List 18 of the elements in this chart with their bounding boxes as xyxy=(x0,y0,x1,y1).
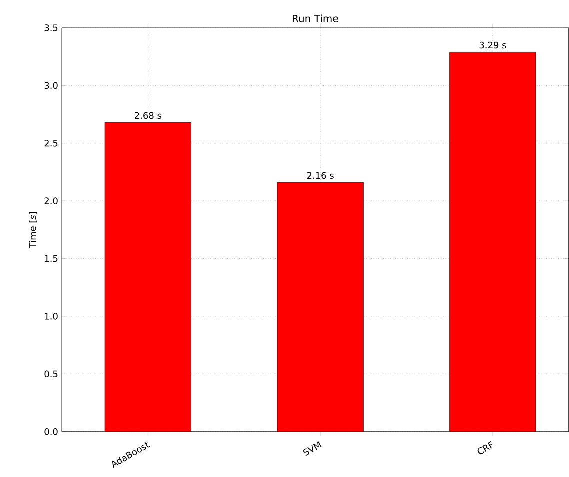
y-tick-label: 2.0 xyxy=(44,198,58,205)
data-label: 2.68 s xyxy=(135,112,162,120)
bar xyxy=(104,122,192,432)
y-tick-label: 0.5 xyxy=(44,370,58,378)
y-axis-title: Time [s] xyxy=(29,212,38,248)
y-tick-label: 3.0 xyxy=(44,82,58,90)
y-tick-label: 0.0 xyxy=(44,428,58,436)
chart-title: Run Time xyxy=(292,14,338,23)
x-tick-label: CRF xyxy=(478,441,493,454)
bar xyxy=(450,52,536,432)
y-tick-label: 3.5 xyxy=(44,24,58,32)
y-tick-label: 2.5 xyxy=(44,140,58,147)
y-tick-label: 1.0 xyxy=(45,313,58,320)
bar xyxy=(277,182,364,432)
data-label: 2.16 s xyxy=(307,172,334,180)
data-label: 3.29 s xyxy=(480,42,506,49)
x-tick-label: SVM xyxy=(303,442,322,456)
y-tick-label: 1.5 xyxy=(45,256,58,262)
